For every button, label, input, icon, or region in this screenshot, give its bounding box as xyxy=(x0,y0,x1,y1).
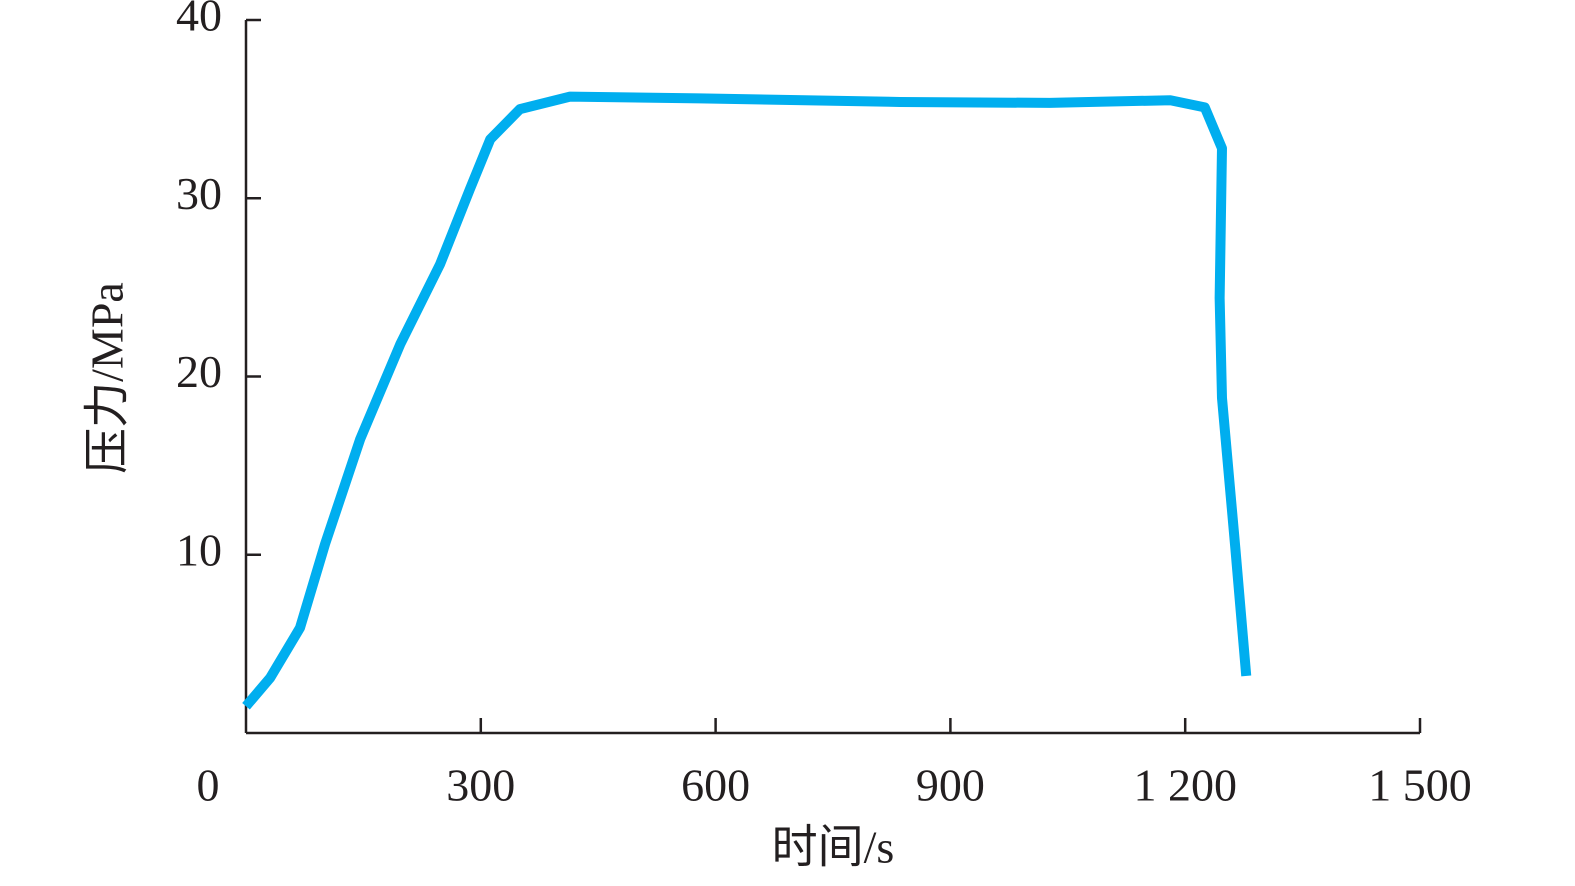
y-tick-label: 10 xyxy=(176,524,222,575)
x-tick-label: 1 200 xyxy=(1133,760,1237,811)
x-tick-label: 300 xyxy=(446,760,515,811)
x-tick-label: 0 xyxy=(197,760,220,811)
y-axis-label: 压力/MPa xyxy=(82,282,133,474)
data-line xyxy=(242,91,1252,710)
y-tick-label: 30 xyxy=(176,168,222,219)
x-tick-label: 600 xyxy=(681,760,750,811)
y-tick-label: 40 xyxy=(176,0,222,41)
x-tick-label: 1 500 xyxy=(1368,760,1472,811)
x-tick-label: 900 xyxy=(916,760,985,811)
x-axis-label: 时间/s xyxy=(772,822,895,873)
y-tick-label: 20 xyxy=(176,346,222,397)
